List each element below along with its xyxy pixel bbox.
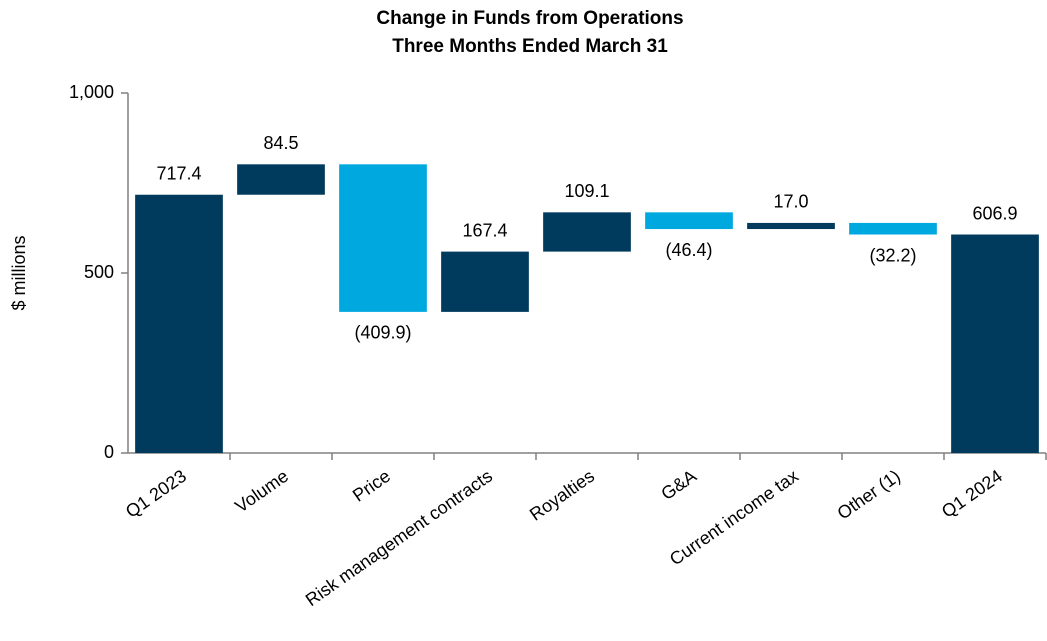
x-tick-label: Royalties — [526, 466, 598, 525]
chart-subtitle: Three Months Ended March 31 — [392, 36, 668, 57]
data-label: (409.9) — [354, 323, 411, 343]
bar — [237, 164, 325, 195]
x-tick-label: Price — [349, 466, 394, 506]
data-label: 17.0 — [773, 192, 808, 212]
y-tick-label: 0 — [104, 442, 114, 462]
y-tick-label: 500 — [84, 262, 114, 282]
x-tick-label: G&A — [657, 466, 700, 504]
data-label: (46.4) — [665, 240, 712, 260]
x-tick-label: Q1 2024 — [938, 466, 1006, 522]
data-label: (32.2) — [869, 245, 916, 265]
x-tick-label: Other (1) — [834, 466, 904, 524]
x-tick-label: Risk management contracts — [302, 466, 496, 610]
data-label: 109.1 — [564, 181, 609, 201]
bar — [543, 212, 631, 252]
data-label: 84.5 — [263, 133, 298, 153]
bar — [951, 234, 1039, 453]
chart-title: Change in Funds from Operations — [376, 8, 683, 29]
data-label: 606.9 — [972, 203, 1017, 223]
bar — [135, 194, 223, 453]
bar — [441, 251, 529, 312]
x-tick-label: Q1 2023 — [122, 466, 190, 522]
bar — [747, 222, 835, 230]
bar — [849, 222, 937, 235]
x-tick-label: Volume — [231, 466, 292, 517]
bar — [645, 212, 733, 230]
data-label: 717.4 — [156, 163, 201, 183]
bar — [339, 164, 427, 312]
y-tick-label: 1,000 — [69, 82, 114, 102]
y-axis-label: $ millions — [9, 235, 29, 310]
data-label: 167.4 — [462, 220, 507, 240]
